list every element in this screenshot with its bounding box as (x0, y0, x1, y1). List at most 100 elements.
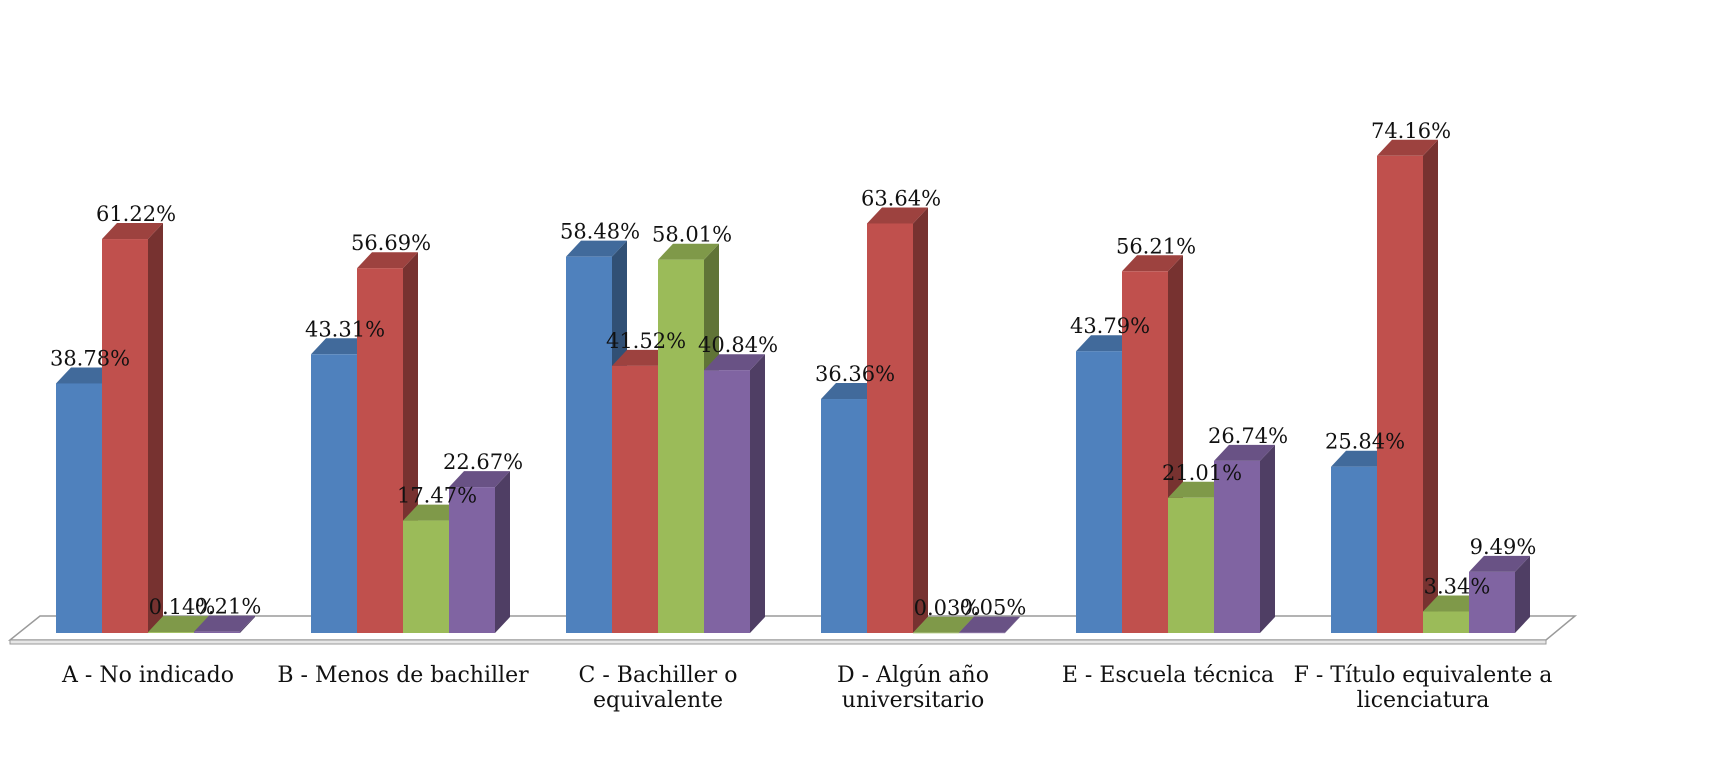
data-label: 58.01% (652, 223, 732, 247)
category-label: F - Título equivalente a licenciatura (1294, 663, 1553, 713)
data-label: 36.36% (815, 362, 895, 386)
bar-top (148, 616, 209, 633)
bar (1469, 555, 1530, 633)
data-label: 9.49% (1470, 535, 1537, 559)
bar-front (913, 632, 959, 634)
value-labels-group: 38.78% 61.22% 0.14%0.21% 43.31% 56.69% 17.47%… (50, 119, 1536, 620)
data-label: 40.84% (698, 333, 778, 357)
bar-top (403, 504, 464, 521)
bar-front (194, 631, 240, 633)
data-label: 74.16% (1371, 119, 1451, 143)
bar-top (867, 207, 928, 224)
category-label: B - Menos de bachiller (277, 663, 529, 688)
bar-top (1469, 555, 1530, 572)
data-label: 25.84% (1325, 430, 1405, 454)
bar-top (821, 383, 882, 400)
bar-top (1214, 444, 1275, 461)
bar-front (357, 268, 403, 633)
bar-top (449, 471, 510, 488)
bar-front (311, 354, 357, 633)
bar-side (240, 615, 255, 633)
data-label: 0.14% (149, 595, 216, 619)
bar-top (612, 349, 673, 366)
bar-top (658, 243, 719, 260)
bar-front (403, 520, 449, 633)
bar-top (1122, 255, 1183, 272)
bar-top (311, 338, 372, 355)
bar-side (913, 207, 928, 633)
bar (867, 207, 928, 633)
bar-side (750, 354, 765, 633)
data-label: 21.01% (1162, 461, 1242, 485)
bar-top (1168, 481, 1229, 498)
bar (1377, 139, 1438, 633)
bar-top (56, 367, 117, 384)
bar-top (194, 615, 255, 632)
bar-front (148, 632, 194, 633)
bar-side (1515, 555, 1530, 633)
bar-front (1076, 351, 1122, 633)
category-label: D - Algún año universitario (837, 663, 989, 713)
data-label: 0.05% (960, 596, 1027, 620)
bar-front (56, 383, 102, 633)
bar-top (102, 223, 163, 240)
bar (1214, 444, 1275, 633)
bar-front (1377, 155, 1423, 633)
bar-side (495, 471, 510, 633)
bar-front (821, 399, 867, 633)
chart-floor-edge (9, 639, 1547, 645)
bars-group (56, 139, 1530, 634)
bar-front (1423, 611, 1469, 633)
bar-side (1260, 444, 1275, 633)
bar-front (102, 239, 148, 633)
bar-front (566, 256, 612, 633)
category-label: E - Escuela técnica (1062, 663, 1274, 688)
data-label: 17.47% (397, 484, 477, 508)
data-label: 58.48% (560, 220, 640, 244)
bar-top (1331, 450, 1392, 467)
data-label: 43.31% (305, 317, 385, 341)
data-label: 38.78% (50, 346, 130, 370)
bar-top (1076, 335, 1137, 352)
data-label: 56.21% (1116, 234, 1196, 258)
bar-top (704, 354, 765, 371)
bar-top (566, 240, 627, 257)
bar (704, 354, 765, 633)
data-label: 56.69% (351, 231, 431, 255)
bar-top (913, 616, 974, 633)
bar-top (1377, 139, 1438, 156)
bar-top (1423, 595, 1484, 612)
bar (194, 615, 255, 633)
bar-side (1005, 616, 1020, 633)
data-label: 43.79% (1070, 314, 1150, 338)
bar (959, 616, 1020, 634)
bar-top (959, 616, 1020, 633)
data-label: 61.22% (96, 202, 176, 226)
bar-front (1168, 497, 1214, 633)
category-label: A - No indicado (61, 663, 234, 688)
data-label: 0.03% (914, 596, 981, 620)
bar-front (1214, 460, 1260, 633)
data-label: 63.64% (861, 186, 941, 210)
bar-front (704, 370, 750, 633)
bar (102, 223, 163, 633)
bar-front (1331, 466, 1377, 633)
category-label: C - Bachiller o equivalente (579, 663, 738, 713)
bar-side (1423, 139, 1438, 633)
data-label: 0.21% (195, 595, 262, 619)
bar (449, 471, 510, 633)
bar-top (357, 252, 418, 269)
bar-front (1469, 571, 1515, 633)
data-label: 26.74% (1208, 424, 1288, 448)
data-label: 41.52% (606, 329, 686, 353)
bar-front (449, 487, 495, 633)
category-labels-group: A - No indicado B - Menos de bachiller C -… (61, 663, 1552, 713)
bar-side (148, 223, 163, 633)
data-label: 3.34% (1424, 575, 1491, 599)
data-label: 22.67% (443, 450, 523, 474)
bar-front (658, 259, 704, 633)
bar-front (959, 632, 1005, 634)
bar-front (867, 223, 913, 633)
bar-front (612, 365, 658, 633)
